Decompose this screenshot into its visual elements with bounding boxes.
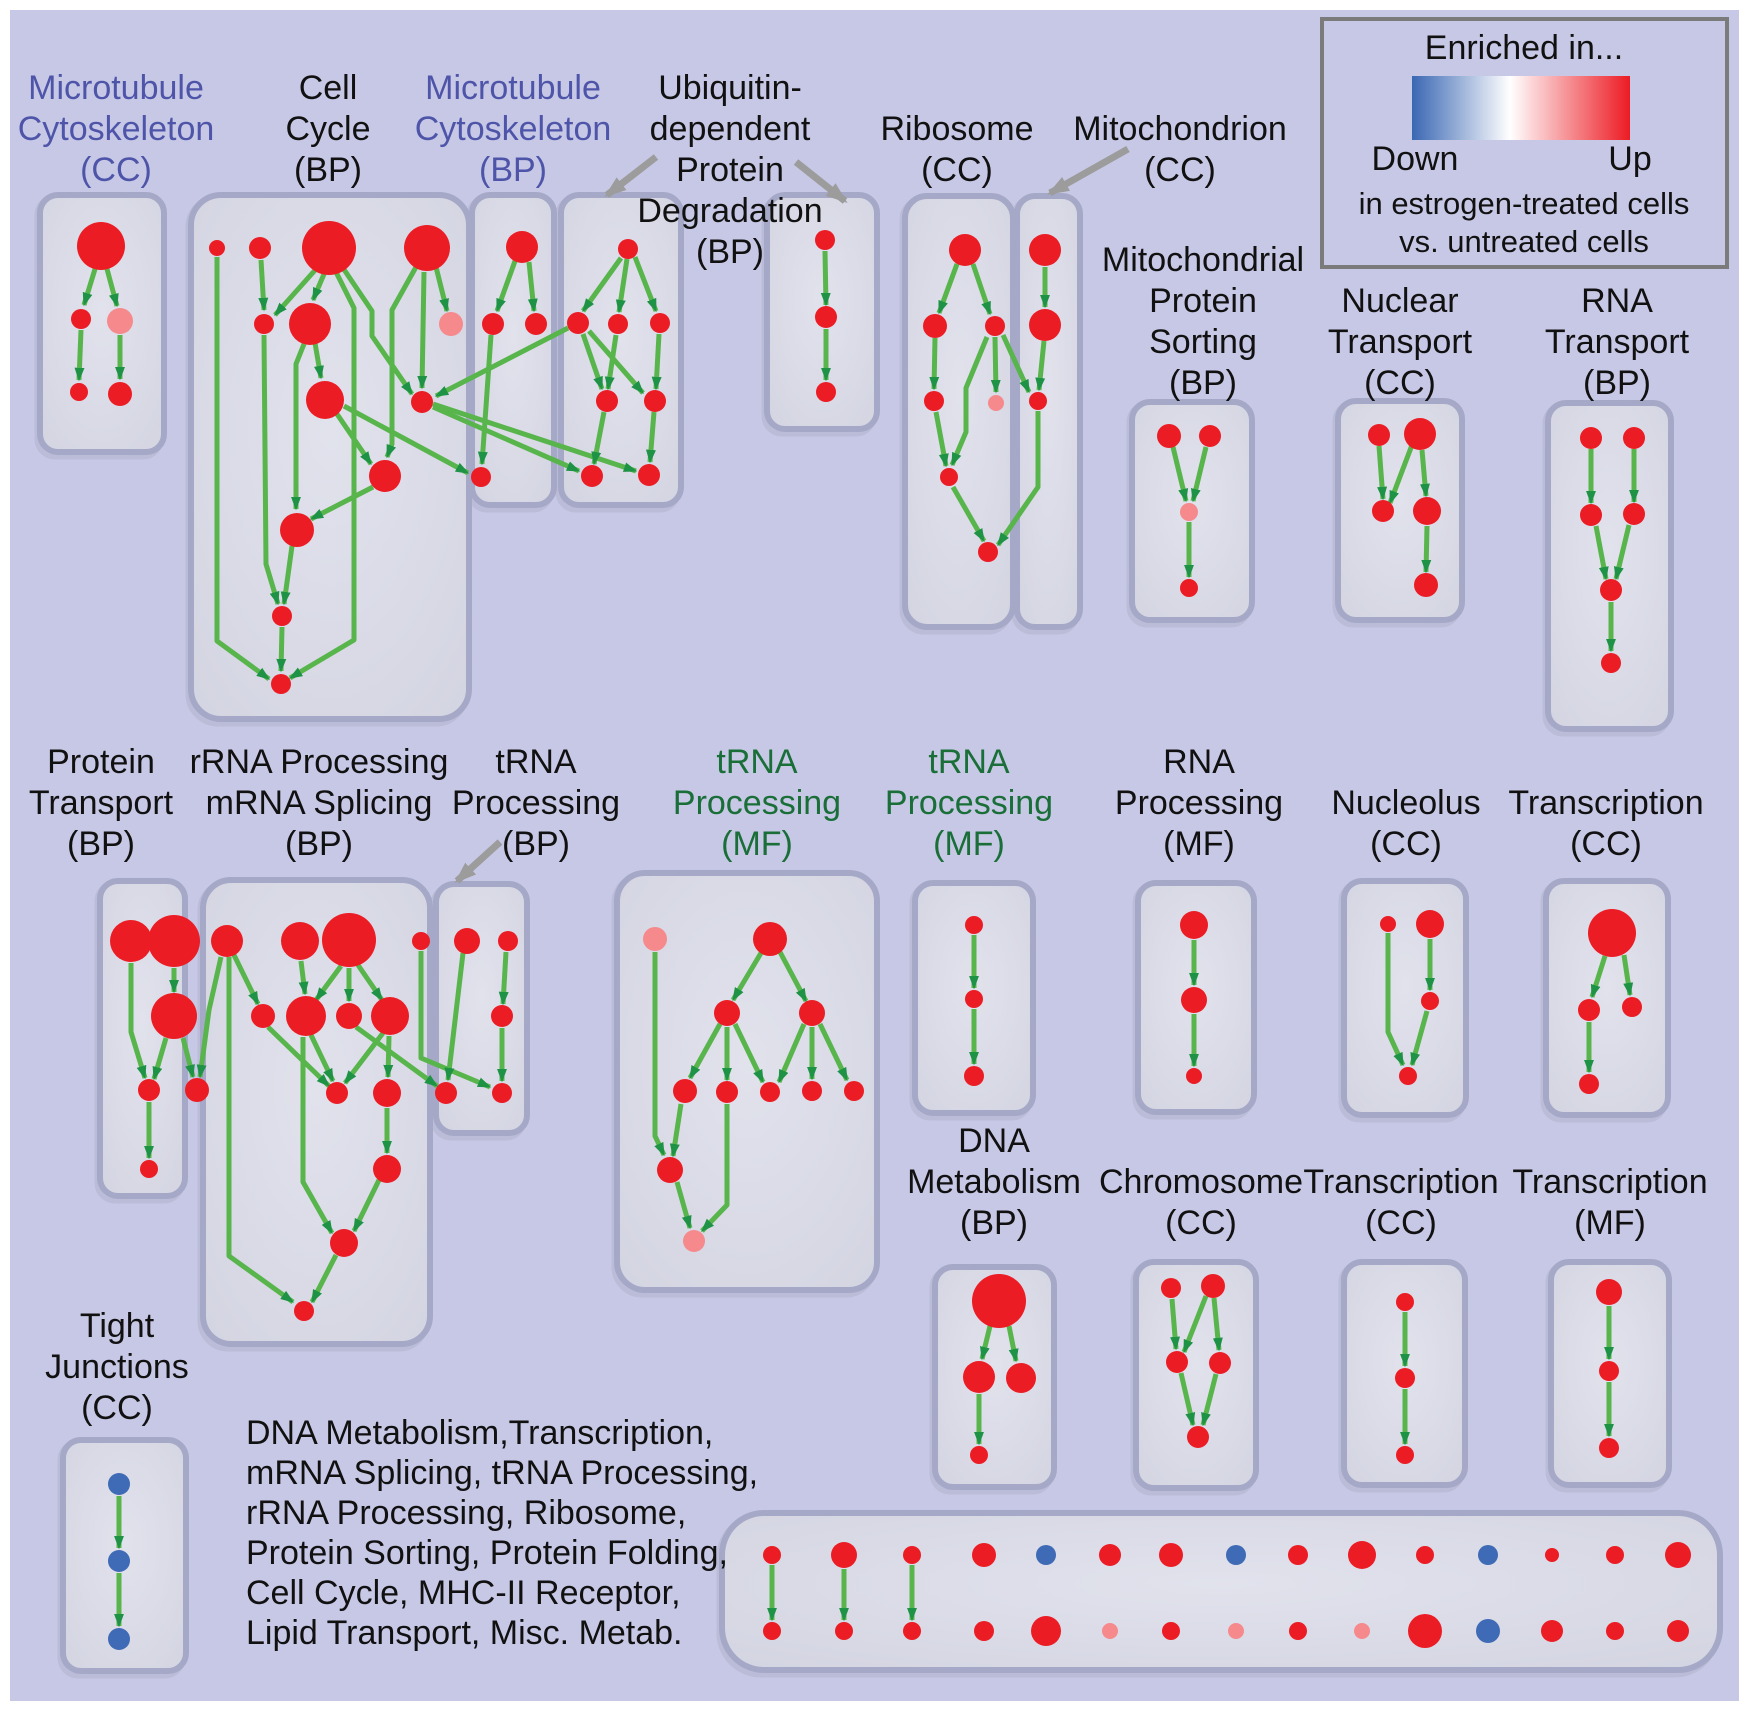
svg-text:Nucleolus: Nucleolus (1331, 784, 1480, 822)
svg-text:Mitochondrion: Mitochondrion (1073, 110, 1287, 148)
svg-text:Cycle: Cycle (285, 110, 370, 148)
svg-text:rRNA Processing, Ribosome,: rRNA Processing, Ribosome, (246, 1494, 686, 1532)
svg-text:(CC): (CC) (81, 1389, 153, 1427)
svg-text:tRNA: tRNA (716, 743, 798, 781)
svg-text:rRNA Processing: rRNA Processing (190, 743, 449, 781)
svg-text:Ubiquitin-: Ubiquitin- (658, 69, 802, 107)
svg-text:(BP): (BP) (696, 233, 764, 271)
svg-text:Protein: Protein (47, 743, 155, 781)
svg-text:Microtubule: Microtubule (28, 69, 204, 107)
svg-text:Down: Down (1372, 140, 1459, 178)
svg-text:Protein: Protein (1149, 282, 1257, 320)
svg-text:Cell Cycle, MHC-II Receptor,: Cell Cycle, MHC-II Receptor, (246, 1574, 681, 1612)
svg-text:Tight: Tight (80, 1307, 155, 1345)
svg-text:RNA: RNA (1581, 282, 1653, 320)
svg-text:(CC): (CC) (1370, 825, 1442, 863)
svg-text:(MF): (MF) (933, 825, 1005, 863)
svg-text:(MF): (MF) (1574, 1204, 1646, 1242)
svg-text:Processing: Processing (885, 784, 1053, 822)
svg-text:Metabolism: Metabolism (907, 1163, 1081, 1201)
svg-text:(CC): (CC) (80, 151, 152, 189)
svg-text:(BP): (BP) (502, 825, 570, 863)
svg-text:Junctions: Junctions (45, 1348, 189, 1386)
svg-text:Chromosome: Chromosome (1099, 1163, 1303, 1201)
svg-text:Lipid Transport, Misc. Metab.: Lipid Transport, Misc. Metab. (246, 1614, 683, 1652)
svg-text:Nuclear: Nuclear (1341, 282, 1458, 320)
svg-text:Processing: Processing (1115, 784, 1283, 822)
svg-text:(CC): (CC) (1364, 364, 1436, 402)
svg-text:in estrogen-treated cells: in estrogen-treated cells (1359, 186, 1690, 221)
svg-text:DNA: DNA (958, 1122, 1030, 1160)
svg-text:(BP): (BP) (1169, 364, 1237, 402)
svg-text:(BP): (BP) (479, 151, 547, 189)
svg-text:(CC): (CC) (1570, 825, 1642, 863)
svg-text:Transport: Transport (29, 784, 174, 822)
svg-text:Processing: Processing (673, 784, 841, 822)
svg-text:mRNA Splicing, tRNA Processing: mRNA Splicing, tRNA Processing, (246, 1454, 758, 1492)
svg-text:(CC): (CC) (1165, 1204, 1237, 1242)
svg-text:Transcription: Transcription (1512, 1163, 1707, 1201)
svg-text:Transcription: Transcription (1508, 784, 1703, 822)
svg-text:Enriched in...: Enriched in... (1425, 29, 1623, 67)
svg-text:(BP): (BP) (960, 1204, 1028, 1242)
svg-text:Ribosome: Ribosome (880, 110, 1033, 148)
svg-text:Cell: Cell (299, 69, 358, 107)
svg-text:(BP): (BP) (67, 825, 135, 863)
svg-text:dependent: dependent (650, 110, 811, 148)
svg-text:tRNA: tRNA (928, 743, 1010, 781)
svg-text:(CC): (CC) (1144, 151, 1216, 189)
svg-text:mRNA Splicing: mRNA Splicing (206, 784, 433, 822)
svg-text:Cytoskeleton: Cytoskeleton (18, 110, 215, 148)
svg-text:Transport: Transport (1545, 323, 1690, 361)
svg-text:(MF): (MF) (1163, 825, 1235, 863)
svg-text:Sorting: Sorting (1149, 323, 1257, 361)
svg-text:(BP): (BP) (294, 151, 362, 189)
svg-text:vs. untreated cells: vs. untreated cells (1399, 224, 1649, 259)
svg-text:(MF): (MF) (721, 825, 793, 863)
svg-text:Protein Sorting, Protein Foldi: Protein Sorting, Protein Folding, (246, 1534, 728, 1572)
svg-text:Transport: Transport (1328, 323, 1473, 361)
svg-text:Transcription: Transcription (1303, 1163, 1498, 1201)
svg-text:Cytoskeleton: Cytoskeleton (415, 110, 612, 148)
svg-text:(BP): (BP) (1583, 364, 1651, 402)
svg-text:Processing: Processing (452, 784, 620, 822)
svg-text:(BP): (BP) (285, 825, 353, 863)
svg-text:Mitochondrial: Mitochondrial (1102, 241, 1304, 279)
svg-text:tRNA: tRNA (495, 743, 577, 781)
svg-text:Microtubule: Microtubule (425, 69, 601, 107)
svg-text:Degradation: Degradation (637, 192, 822, 230)
svg-text:Up: Up (1608, 140, 1651, 178)
svg-text:DNA Metabolism,Transcription,: DNA Metabolism,Transcription, (246, 1414, 713, 1452)
svg-text:(CC): (CC) (1365, 1204, 1437, 1242)
svg-text:(CC): (CC) (921, 151, 993, 189)
svg-text:RNA: RNA (1163, 743, 1235, 781)
svg-text:Protein: Protein (676, 151, 784, 189)
